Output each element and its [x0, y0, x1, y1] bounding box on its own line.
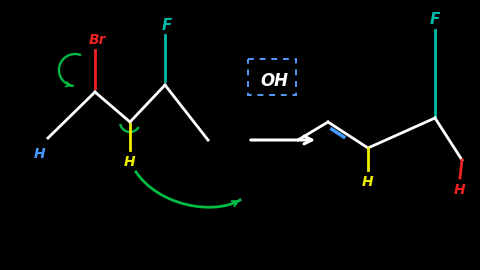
Text: H: H	[34, 147, 46, 161]
Text: H: H	[454, 183, 466, 197]
Text: F: F	[430, 12, 440, 28]
Text: Br: Br	[88, 33, 106, 47]
Text: OH: OH	[260, 72, 288, 90]
Text: H: H	[124, 155, 136, 169]
Text: H: H	[362, 175, 374, 189]
Text: F: F	[162, 18, 172, 32]
